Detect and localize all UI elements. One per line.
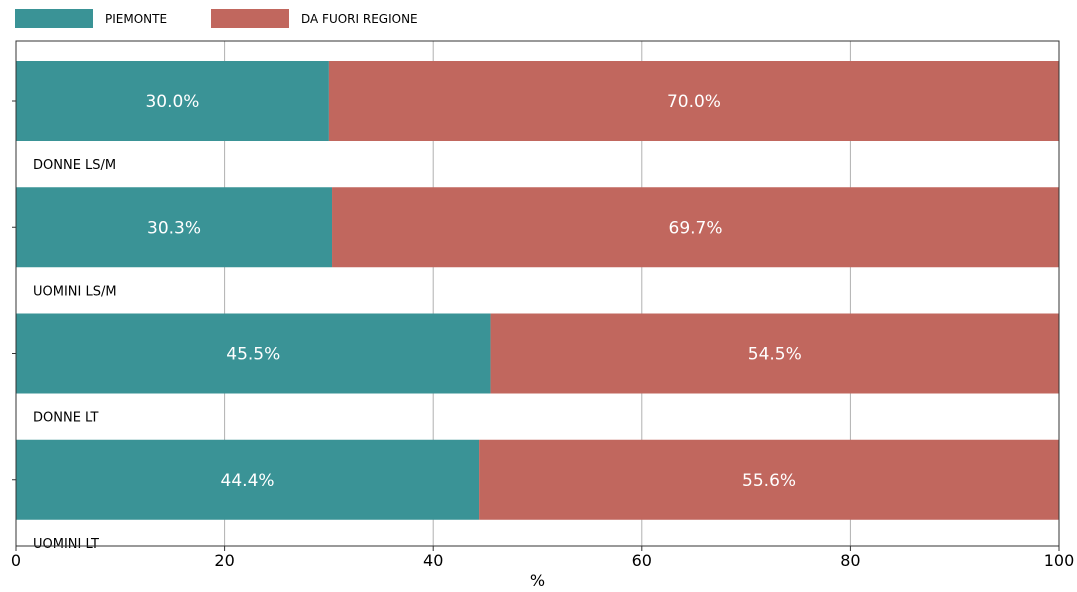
bar-label-piemonte-uomini-ls-m: 30.3% <box>147 218 201 238</box>
category-label-uomini-lt: UOMINI LT <box>33 537 99 552</box>
bar-label-piemonte-uomini-lt: 44.4% <box>221 471 275 491</box>
bar-label-da-fuori-regione-donne-lt: 54.5% <box>748 345 802 365</box>
x-tick-label-100: 100 <box>1044 551 1075 570</box>
legend-swatch-piemonte <box>15 9 93 28</box>
y-ticks <box>12 100 16 481</box>
bar-labels: 30.0% 70.0% 30.3% 69.7% 45.5% 54.5% 44.4% 55.6% <box>145 92 801 491</box>
x-tick-label-0: 0 <box>11 551 21 570</box>
legend-label-da-fuori-regione: DA FUORI REGIONE <box>301 12 418 26</box>
bar-da-fuori-regione-donne-lt <box>490 313 1059 394</box>
x-ticks: 0 20 40 60 80 100 <box>11 546 1074 570</box>
category-label-donne-ls-m: DONNE LS/M <box>33 158 116 173</box>
bar-label-piemonte-donne-lt: 45.5% <box>226 345 280 365</box>
legend-label-piemonte: PIEMONTE <box>105 12 167 26</box>
category-label-donne-lt: DONNE LT <box>33 411 98 426</box>
bar-label-da-fuori-regione-uomini-lt: 55.6% <box>742 471 796 491</box>
x-tick-label-40: 40 <box>423 551 443 570</box>
x-axis-label: % <box>530 571 545 590</box>
bar-label-piemonte-donne-ls-m: 30.0% <box>145 92 199 112</box>
x-tick-label-60: 60 <box>632 551 652 570</box>
category-label-uomini-ls-m: UOMINI LS/M <box>33 284 117 299</box>
bar-piemonte-uomini-lt <box>16 439 480 520</box>
category-labels: DONNE LS/M UOMINI LS/M DONNE LT UOMINI LT <box>33 158 117 552</box>
bar-piemonte-donne-ls-m <box>16 61 329 141</box>
bar-da-fuori-regione-donne-ls-m <box>328 61 1059 141</box>
plot-frame <box>15 40 1060 547</box>
bar-da-fuori-regione-uomini-lt <box>479 439 1059 520</box>
bar-da-fuori-regione-uomini-ls-m <box>332 187 1059 268</box>
x-tick-label-80: 80 <box>840 551 860 570</box>
bars <box>16 61 1059 520</box>
x-tick-label-20: 20 <box>214 551 234 570</box>
bar-piemonte-uomini-ls-m <box>16 187 333 268</box>
bar-label-da-fuori-regione-donne-ls-m: 70.0% <box>667 92 721 112</box>
legend: PIEMONTE DA FUORI REGIONE <box>15 9 418 28</box>
bar-label-da-fuori-regione-uomini-ls-m: 69.7% <box>669 218 723 238</box>
bar-piemonte-donne-lt <box>16 313 491 394</box>
legend-swatch-da-fuori-regione <box>211 9 289 28</box>
